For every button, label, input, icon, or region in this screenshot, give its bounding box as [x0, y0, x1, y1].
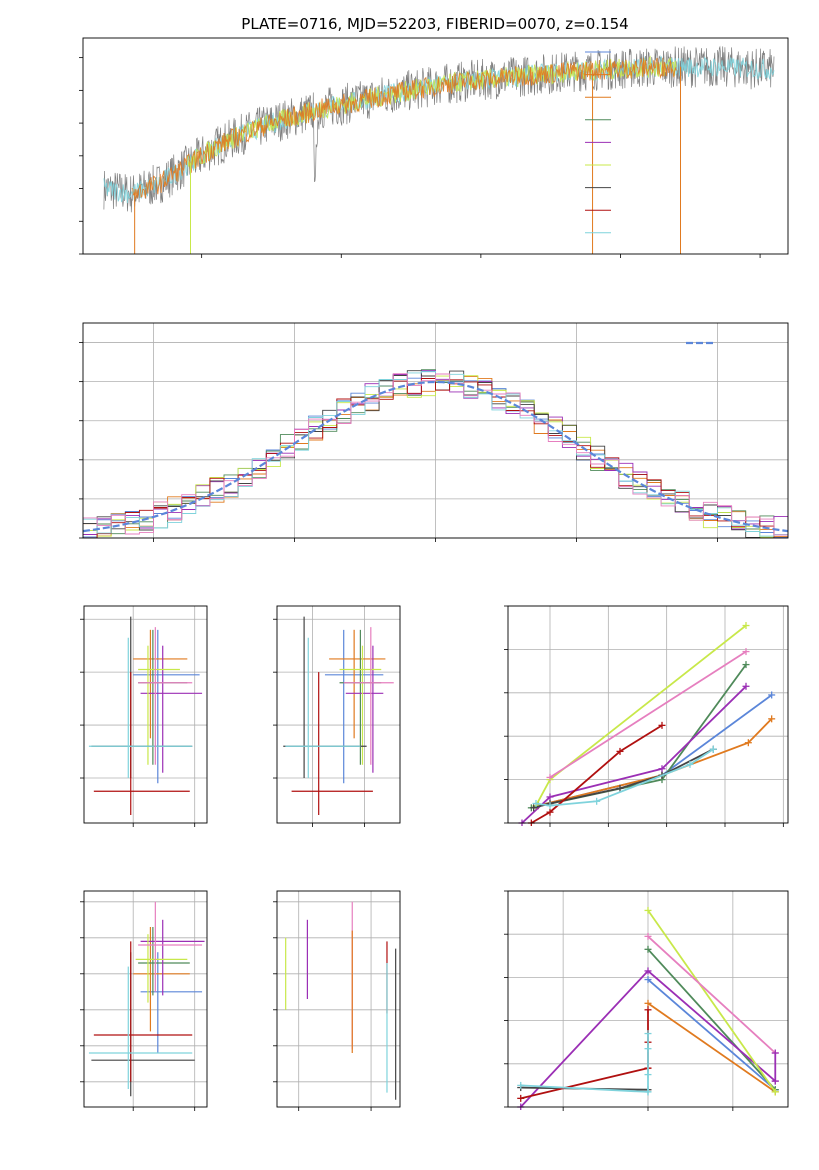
ebv-mass-frame — [276, 890, 401, 1108]
age-weight-series-line — [538, 694, 773, 807]
age-weight-frame — [507, 605, 789, 824]
z-weight-series-line — [647, 978, 776, 1091]
residual-histogram-panel — [79, 322, 789, 542]
gaussian-reference-curve — [83, 380, 788, 533]
model-spectrum-line — [131, 57, 677, 200]
age-weight-series-line — [521, 685, 747, 824]
z-weight-panel — [504, 890, 789, 1111]
age-weight-series-line — [535, 624, 747, 807]
age-weight-plot — [518, 622, 776, 826]
z-weight-frame — [507, 890, 789, 1108]
residual-frame — [82, 322, 789, 539]
ebv-mass-plot — [285, 901, 397, 1100]
z-weight-plot — [517, 906, 779, 1110]
mass-age-panel — [273, 605, 401, 827]
z-age-frame — [83, 605, 208, 824]
z-mass-frame — [83, 890, 208, 1108]
age-weight-series-line — [530, 724, 663, 824]
mass-age-plot — [283, 616, 394, 816]
spectrum-frame — [82, 37, 789, 255]
z-weight-series-line — [520, 1084, 649, 1093]
residual-plot — [83, 369, 788, 538]
residual-histogram-step — [83, 373, 788, 536]
z-weight-series-line — [647, 948, 776, 1091]
z-weight-series-line — [647, 935, 776, 1054]
z-age-plot — [88, 616, 203, 816]
z-age-panel — [80, 605, 208, 827]
z-weight-series-line — [520, 1067, 649, 1100]
z-mass-plot — [88, 901, 205, 1097]
age-weight-series-line — [538, 718, 773, 807]
spectrum-plot — [103, 45, 775, 254]
age-weight-series-line — [549, 650, 747, 779]
ebv-mass-panel — [273, 890, 401, 1111]
spectrum-panel — [79, 37, 789, 258]
mass-age-frame — [276, 605, 401, 824]
figure-title: PLATE=0716, MJD=52203, FIBERID=0070, z=0… — [241, 15, 628, 33]
z-mass-panel — [80, 890, 208, 1111]
z-weight-series-line — [647, 909, 777, 1093]
z-weight-series-line — [647, 1002, 776, 1093]
age-weight-panel — [504, 605, 789, 827]
